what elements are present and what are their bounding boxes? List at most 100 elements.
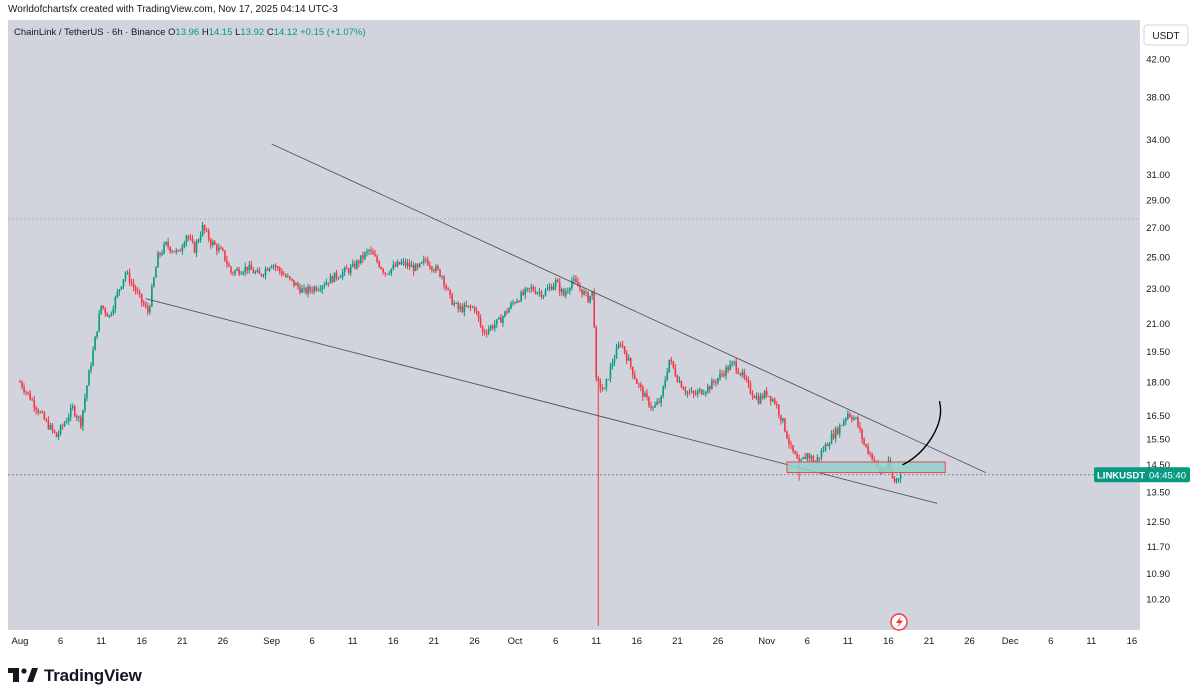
candle[interactable]	[49, 422, 52, 431]
candle[interactable]	[35, 405, 38, 415]
candle[interactable]	[382, 267, 384, 275]
candle[interactable]	[218, 243, 220, 253]
candle[interactable]	[240, 270, 242, 275]
candle[interactable]	[291, 278, 293, 282]
candle[interactable]	[201, 221, 204, 237]
candle[interactable]	[398, 261, 401, 265]
candle[interactable]	[171, 249, 173, 254]
candle[interactable]	[147, 302, 149, 316]
candle[interactable]	[216, 243, 218, 255]
candle[interactable]	[502, 315, 504, 328]
candle[interactable]	[739, 372, 742, 377]
candle[interactable]	[61, 423, 64, 430]
candle[interactable]	[822, 445, 825, 453]
candle[interactable]	[842, 418, 845, 427]
candle[interactable]	[674, 363, 677, 378]
candle[interactable]	[114, 295, 117, 314]
candle[interactable]	[349, 263, 352, 277]
candle[interactable]	[595, 325, 598, 382]
candle[interactable]	[796, 451, 798, 459]
candle[interactable]	[717, 377, 719, 385]
candle[interactable]	[784, 418, 786, 433]
candle[interactable]	[199, 231, 202, 243]
candle[interactable]	[840, 424, 843, 427]
candle[interactable]	[629, 357, 632, 370]
candle[interactable]	[327, 282, 330, 287]
candle[interactable]	[364, 251, 366, 261]
candle[interactable]	[301, 285, 303, 294]
candle[interactable]	[780, 414, 782, 425]
candle[interactable]	[491, 323, 494, 331]
candle[interactable]	[700, 389, 703, 396]
candle[interactable]	[459, 302, 462, 313]
candle[interactable]	[644, 391, 646, 397]
candle[interactable]	[441, 275, 443, 280]
candle[interactable]	[65, 417, 68, 424]
candle[interactable]	[591, 291, 593, 300]
candle[interactable]	[820, 447, 823, 461]
candle[interactable]	[449, 289, 451, 299]
candle[interactable]	[140, 293, 143, 308]
candle[interactable]	[78, 415, 80, 423]
candle[interactable]	[506, 308, 508, 316]
candle[interactable]	[609, 362, 612, 383]
candle[interactable]	[504, 310, 506, 318]
candle[interactable]	[735, 357, 738, 375]
candle[interactable]	[715, 379, 717, 387]
candle[interactable]	[721, 370, 723, 378]
candle[interactable]	[658, 398, 660, 404]
candle[interactable]	[205, 227, 208, 233]
candle[interactable]	[723, 370, 725, 378]
candle[interactable]	[211, 239, 214, 248]
candle[interactable]	[475, 306, 478, 316]
candle[interactable]	[560, 287, 563, 296]
candle[interactable]	[650, 401, 652, 411]
brand-logo[interactable]: TradingView	[8, 666, 142, 686]
candle[interactable]	[672, 360, 675, 370]
candle[interactable]	[802, 456, 804, 460]
candle[interactable]	[810, 454, 813, 462]
candle[interactable]	[287, 273, 289, 278]
candle[interactable]	[31, 397, 33, 401]
candle[interactable]	[439, 268, 441, 278]
candle[interactable]	[666, 368, 669, 382]
candle[interactable]	[477, 311, 480, 323]
currency-button[interactable]: USDT	[1143, 24, 1189, 46]
candle[interactable]	[73, 404, 76, 418]
candle[interactable]	[424, 256, 427, 264]
candle[interactable]	[153, 276, 155, 288]
candle[interactable]	[295, 281, 297, 286]
candle[interactable]	[707, 383, 709, 395]
candle[interactable]	[680, 380, 683, 389]
candle[interactable]	[410, 260, 413, 267]
candle[interactable]	[548, 282, 551, 292]
candle[interactable]	[437, 264, 439, 271]
candle[interactable]	[601, 384, 604, 392]
candle[interactable]	[238, 266, 240, 277]
candle[interactable]	[496, 319, 498, 329]
projection-curve[interactable]	[902, 400, 942, 466]
candle[interactable]	[763, 390, 766, 400]
candle[interactable]	[220, 245, 222, 250]
candle[interactable]	[282, 270, 285, 276]
candle[interactable]	[761, 392, 764, 400]
candle[interactable]	[88, 369, 90, 386]
candle[interactable]	[828, 441, 831, 450]
candle[interactable]	[863, 437, 865, 446]
candle[interactable]	[112, 305, 115, 316]
candle[interactable]	[343, 266, 346, 277]
candle[interactable]	[19, 379, 21, 383]
candle[interactable]	[861, 428, 863, 444]
candle[interactable]	[305, 286, 307, 296]
candle[interactable]	[80, 415, 82, 430]
candle[interactable]	[366, 248, 368, 257]
candle[interactable]	[767, 395, 770, 397]
candle[interactable]	[213, 239, 216, 246]
candle[interactable]	[443, 275, 445, 290]
candle[interactable]	[690, 386, 693, 394]
candle[interactable]	[567, 287, 569, 294]
candle[interactable]	[311, 286, 313, 295]
candle[interactable]	[86, 385, 88, 402]
candle[interactable]	[558, 277, 561, 296]
candle[interactable]	[461, 303, 464, 314]
